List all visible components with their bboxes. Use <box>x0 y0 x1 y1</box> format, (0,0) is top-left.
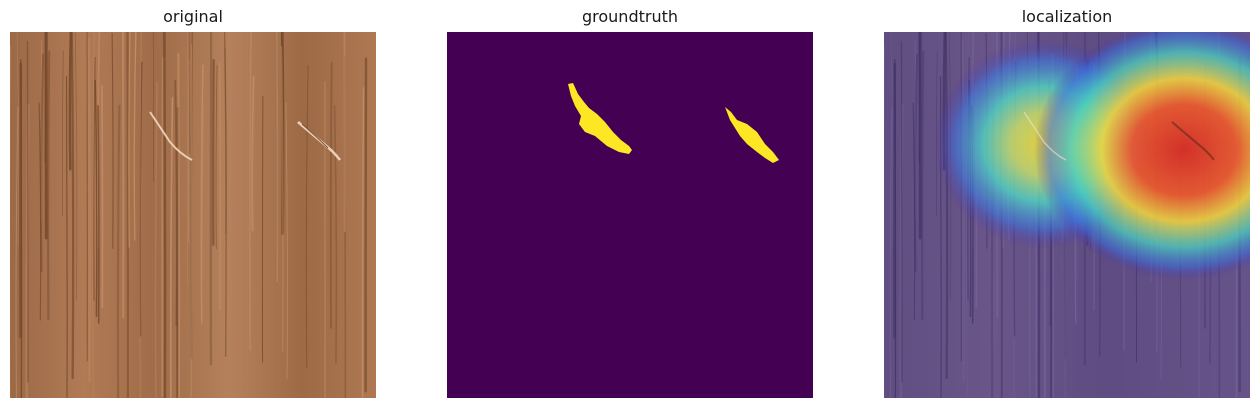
wood-grain-line <box>163 32 167 398</box>
wood-grain-line <box>47 50 51 321</box>
wood-grain-line <box>139 32 142 398</box>
wood-grain-line <box>899 103 904 398</box>
wood-grain-line <box>890 32 893 247</box>
groundtruth-title: groundtruth <box>581 7 678 26</box>
wood-grain-line <box>26 40 29 383</box>
wood-grain-line <box>97 105 100 324</box>
wood-grain-line <box>94 80 98 318</box>
wood-grain-line <box>921 50 925 321</box>
wood-grain-line <box>70 32 75 380</box>
wood-grain-line <box>15 106 19 398</box>
wood-grain-line <box>305 65 309 368</box>
mask-region-left <box>568 83 632 154</box>
localization-heatmap <box>884 32 1250 398</box>
wood-grain-line <box>187 58 191 243</box>
wood-grain-line <box>223 32 227 357</box>
wood-grain-line <box>43 32 47 163</box>
mask-region-right <box>725 107 779 163</box>
wood-grain-line <box>92 32 95 398</box>
wood-grain-line <box>16 32 19 247</box>
wood-grain-line <box>218 62 221 311</box>
wood-grain-line <box>285 102 288 380</box>
wood-grain-line <box>133 32 137 241</box>
original-title: original <box>163 7 223 26</box>
wood-grain-line <box>280 46 284 353</box>
wood-grain-line <box>251 75 255 232</box>
wood-grain-line <box>333 105 338 364</box>
wood-grain-line <box>329 61 333 329</box>
wood-grain-line <box>177 52 181 398</box>
wood-grain-line <box>74 32 78 301</box>
wood-grain-line <box>154 82 158 398</box>
wood-grain-line <box>889 106 893 398</box>
wood-grain-line <box>62 50 64 217</box>
wood-grain-line <box>280 32 285 235</box>
wood-grain-line <box>40 53 45 273</box>
wood-grain-line <box>894 59 897 398</box>
wood-grain-line <box>65 76 68 398</box>
heat-blob-right <box>1034 32 1250 280</box>
wood-grain-line <box>202 104 204 281</box>
scratch-left <box>149 111 193 161</box>
wood-grain-line <box>248 32 252 351</box>
wood-grain-line <box>914 53 919 273</box>
wood-grain-line <box>111 32 114 249</box>
wood-grain-line <box>116 104 121 398</box>
wood-grain-line <box>161 56 165 398</box>
wood-grain-line <box>20 59 23 398</box>
original-image <box>10 32 376 398</box>
wood-grain-line <box>900 40 903 383</box>
wood-grain-line <box>128 32 131 249</box>
localization-title: localization <box>1021 7 1113 26</box>
wood-grain-line <box>215 64 218 250</box>
groundtruth-mask <box>447 32 813 398</box>
wood-grain-line <box>87 37 92 383</box>
wood-grain-line <box>917 32 921 163</box>
wood-grain-line <box>152 32 154 182</box>
wood-grain-line <box>361 87 365 398</box>
wood-grain-line <box>68 32 72 171</box>
wood-grain-line <box>200 64 204 324</box>
wood-grain-line <box>190 32 194 360</box>
wood-grain-line <box>912 102 916 321</box>
wood-grain-line <box>38 102 42 321</box>
wood-grain-line <box>276 32 279 283</box>
